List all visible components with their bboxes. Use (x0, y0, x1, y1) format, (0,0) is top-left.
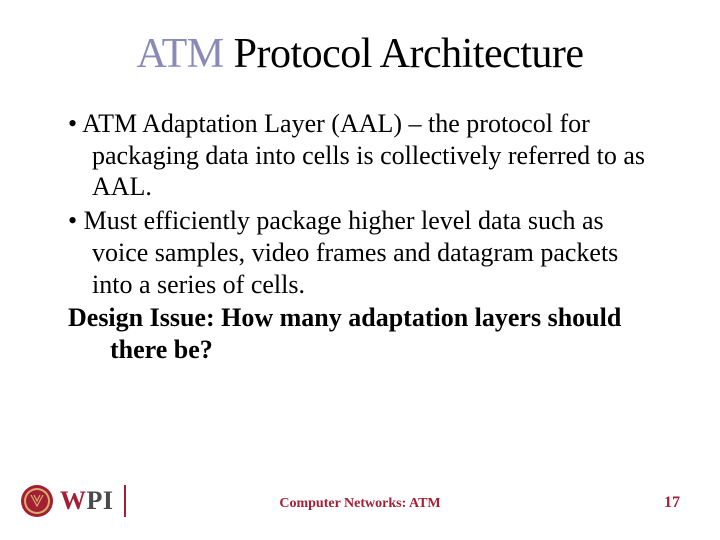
title-accent: ATM (136, 31, 223, 77)
design-issue: Design Issue: How many adaptation layers… (68, 302, 660, 365)
slide-footer: WPI Computer Networks: ATM 17 (0, 478, 720, 518)
page-number: 17 (664, 494, 680, 512)
slide: ATM Protocol Architecture ATM Adaptation… (0, 0, 720, 540)
bullet-item: ATM Adaptation Layer (AAL) – the protoco… (68, 108, 660, 203)
footer-center-text: Computer Networks: ATM (0, 496, 720, 512)
title-main: Protocol Architecture (224, 31, 584, 77)
bullet-item: Must efficiently package higher level da… (68, 205, 660, 300)
slide-title: ATM Protocol Architecture (50, 30, 670, 78)
slide-body: ATM Adaptation Layer (AAL) – the protoco… (50, 108, 670, 366)
